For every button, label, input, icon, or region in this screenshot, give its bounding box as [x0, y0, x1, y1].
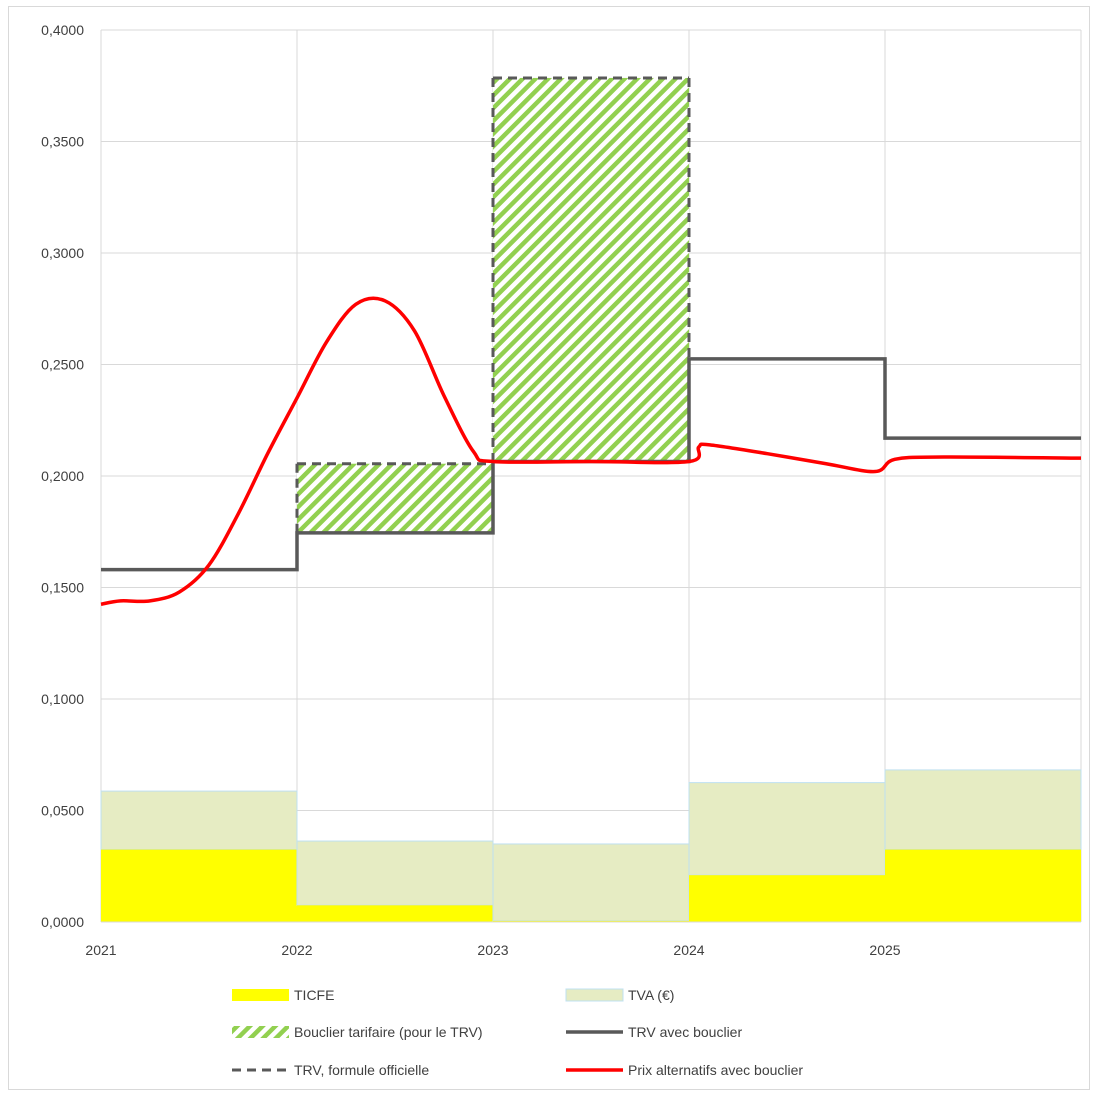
x-tick-label: 2025: [869, 942, 900, 958]
x-tick-label: 2022: [281, 942, 312, 958]
tva-area: [492, 843, 690, 922]
x-tick-label: 2023: [477, 942, 508, 958]
x-tick-label: 2021: [85, 942, 116, 958]
ticfe-area: [689, 875, 885, 922]
legend-label: TICFE: [294, 987, 334, 1003]
tva-area: [100, 790, 298, 851]
legend-swatch: [232, 989, 289, 1001]
y-tick-label: 0,2500: [41, 357, 84, 373]
axes: 0,0000 0,0500 0,1000 0,1500 0,2000 0,2500 0,30…: [41, 22, 1081, 958]
y-tick-label: 0,0000: [41, 914, 84, 930]
legend-swatch: [232, 1026, 289, 1038]
legend-label: Bouclier tarifaire (pour le TRV): [294, 1024, 483, 1040]
legend: TICFE TVA (€) Bouclier tarifaire (pour le …: [232, 987, 803, 1078]
legend-label: TRV avec bouclier: [628, 1024, 742, 1040]
y-tick-label: 0,3500: [41, 134, 84, 150]
prix-alternatifs-line: [100, 296, 1082, 606]
y-tick-label: 0,2000: [41, 468, 84, 484]
ticfe-area: [297, 905, 493, 922]
ticfe-area: [493, 920, 689, 922]
legend-item: TRV avec bouclier: [566, 1024, 742, 1040]
y-tick-label: 0,4000: [41, 22, 84, 38]
y-tick-label: 0,3000: [41, 245, 84, 261]
area-series: [100, 769, 1082, 922]
legend-swatch: [565, 988, 624, 1002]
tva-area: [688, 782, 886, 876]
line-series: [100, 76, 1082, 606]
legend-item: TVA (€): [565, 987, 674, 1003]
y-tick-label: 0,1000: [41, 691, 84, 707]
bouclier-box: [493, 77, 689, 462]
bouclier-boxes: [297, 77, 689, 533]
y-tick-label: 0,1500: [41, 580, 84, 596]
chart-frame: [8, 6, 1090, 1090]
y-tick-label: 0,0500: [41, 803, 84, 819]
legend-item: TICFE: [232, 987, 334, 1003]
legend-item: Prix alternatifs avec bouclier: [566, 1062, 803, 1078]
bouclier-box: [297, 463, 493, 533]
legend-item: Bouclier tarifaire (pour le TRV): [232, 1024, 483, 1040]
ticfe-area: [885, 849, 1081, 922]
legend-label: TRV, formule officielle: [294, 1062, 429, 1078]
legend-label: TVA (€): [628, 987, 674, 1003]
x-tick-label: 2024: [673, 942, 704, 958]
legend-label: Prix alternatifs avec bouclier: [628, 1062, 803, 1078]
tva-area: [296, 840, 494, 906]
ticfe-area: [101, 849, 297, 922]
legend-item: TRV, formule officielle: [232, 1062, 429, 1078]
tva-area: [884, 769, 1082, 851]
